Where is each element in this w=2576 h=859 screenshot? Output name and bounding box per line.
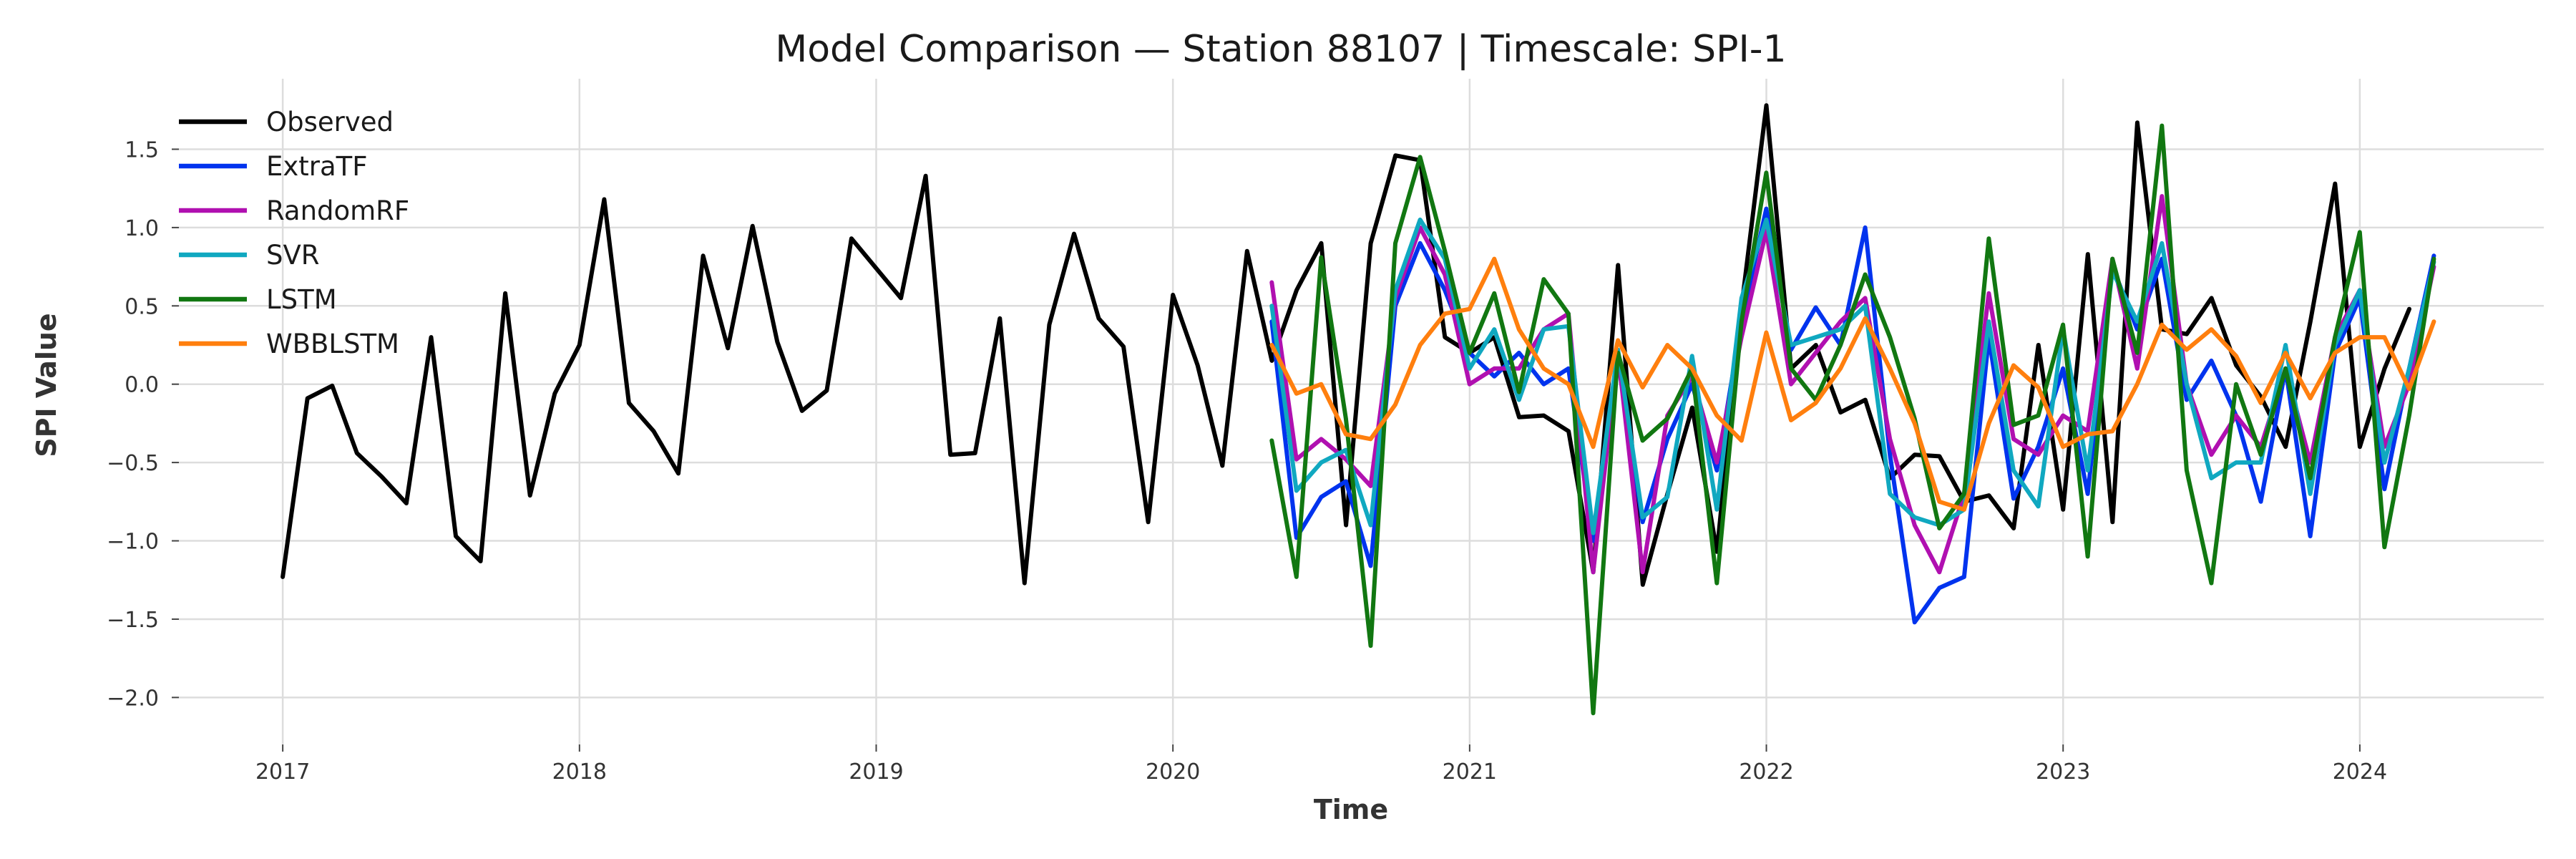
y-tick-label: −1.0 [107, 530, 159, 555]
x-tick-label: 2019 [849, 759, 903, 785]
chart-title: Model Comparison — Station 88107 | Times… [775, 28, 1786, 71]
y-tick-label: 1.5 [125, 137, 159, 162]
y-tick-label: 0.0 [125, 373, 159, 398]
x-tick-label: 2022 [1739, 759, 1793, 785]
legend-label-observed: Observed [266, 107, 394, 137]
y-tick-label: −2.0 [107, 686, 159, 711]
legend-label-randomrf: RandomRF [266, 195, 409, 226]
series-line-wbblstm [1269, 256, 2436, 512]
x-tick-label: 2021 [1443, 759, 1497, 785]
series-line-lstm [1269, 123, 2436, 716]
x-axis: 2017 2018 2019 2020 2021 2022 2023 2024 [255, 744, 2387, 785]
y-tick-label: −0.5 [107, 451, 159, 476]
x-tick-label: 2017 [255, 759, 310, 785]
legend-label-svr: SVR [266, 240, 320, 271]
x-tick-label: 2018 [552, 759, 607, 785]
x-tick-label: 2020 [1146, 759, 1200, 785]
legend-label-extratf: ExtraTF [266, 151, 368, 182]
grid [179, 79, 2544, 744]
y-tick-label: 0.5 [125, 294, 159, 319]
y-tick-label: 1.0 [125, 216, 159, 241]
x-tick-label: 2023 [2036, 759, 2090, 785]
x-tick-label: 2024 [2333, 759, 2387, 785]
series-line-svr [1269, 217, 2436, 535]
y-tick-label: −1.5 [107, 608, 159, 633]
plot-area [280, 103, 2436, 716]
legend: Observed ExtraTF RandomRF SVR LSTM WBBLSTM [179, 107, 409, 359]
y-axis: −2.0 −1.5 −1.0 −0.5 0.0 0.5 1.0 1.5 [107, 137, 179, 711]
y-axis-label: SPI Value [31, 313, 62, 457]
series-line-observed [280, 103, 2411, 587]
x-axis-label: Time [1314, 794, 1388, 825]
legend-label-lstm: LSTM [266, 284, 337, 315]
legend-label-wbblstm: WBBLSTM [266, 329, 399, 359]
